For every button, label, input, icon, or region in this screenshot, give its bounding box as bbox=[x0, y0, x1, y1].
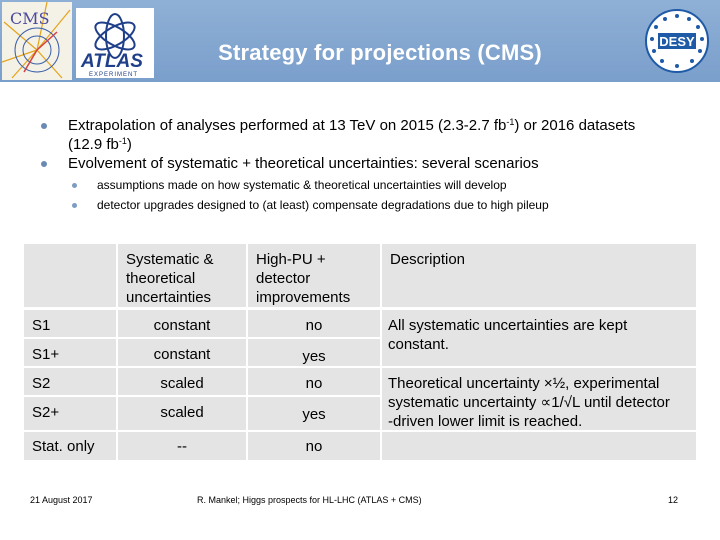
sub-bullet-text: assumptions made on how systematic & the… bbox=[97, 178, 507, 192]
table-cell-systematic: constant bbox=[118, 339, 246, 366]
bullet-icon bbox=[41, 123, 47, 129]
table-cell-description: Theoretical uncertainty ×½, experimental… bbox=[382, 368, 696, 430]
table-row-label: S2 bbox=[24, 368, 116, 395]
table-header-empty bbox=[24, 244, 116, 307]
footer-page-number: 12 bbox=[668, 495, 679, 505]
header-line: improvements bbox=[256, 289, 351, 306]
header-line: theoretical bbox=[126, 270, 196, 287]
table-header-description: Description bbox=[382, 244, 696, 307]
table-cell-systematic: scaled bbox=[118, 397, 246, 430]
bullet-item: Evolvement of systematic + theoretical u… bbox=[40, 154, 690, 173]
sub-bullet-icon bbox=[72, 203, 77, 208]
sub-bullet-item: detector upgrades designed to (at least)… bbox=[40, 195, 690, 215]
bullet-superscript: -1 bbox=[506, 117, 515, 127]
desy-logo-text: DESY bbox=[659, 34, 695, 49]
bullet-list: Extrapolation of analyses performed at 1… bbox=[40, 116, 690, 215]
table-row-label: Stat. only bbox=[24, 432, 116, 460]
cms-logo-text: CMS bbox=[10, 9, 50, 28]
table-cell-highpu: no bbox=[248, 310, 380, 337]
table-cell-systematic: -- bbox=[118, 432, 246, 460]
table-row-label: S1+ bbox=[24, 339, 116, 366]
sub-bullet-list: assumptions made on how systematic & the… bbox=[40, 175, 690, 215]
header-line: uncertainties bbox=[126, 289, 212, 306]
table-cell-highpu: yes bbox=[248, 397, 380, 430]
table-header-highpu: High-PU + detector improvements bbox=[248, 244, 380, 307]
bullet-text: Evolvement of systematic + theoretical u… bbox=[68, 155, 539, 172]
table-cell-description: All systematic uncertainties are kept co… bbox=[382, 310, 696, 366]
header-line: Systematic & bbox=[126, 251, 214, 268]
bullet-item: Extrapolation of analyses performed at 1… bbox=[40, 116, 690, 154]
description-line: systematic uncertainty ∝1/√L until detec… bbox=[388, 394, 670, 411]
atlas-logo-text: ATLAS bbox=[80, 51, 143, 72]
desy-logo: DESY bbox=[644, 8, 710, 74]
footer-date: 21 August 2017 bbox=[30, 495, 93, 505]
bullet-text-line2-post: ) bbox=[126, 136, 132, 153]
table-header-systematic: Systematic & theoretical uncertainties bbox=[118, 244, 246, 307]
slide-title: Strategy for projections (CMS) bbox=[218, 40, 542, 65]
table-cell-highpu: yes bbox=[248, 339, 380, 366]
bullet-text-line2-pre: (12.9 fb bbox=[68, 136, 119, 153]
header-line: Description bbox=[390, 251, 466, 268]
sub-bullet-icon bbox=[72, 183, 77, 188]
table-cell-highpu: no bbox=[248, 432, 380, 460]
atlas-logo-subtext: EXPERIMENT bbox=[89, 72, 138, 78]
bullet-icon bbox=[41, 161, 47, 167]
table-cell-highpu: no bbox=[248, 368, 380, 395]
bullet-superscript-2: -1 bbox=[118, 136, 127, 146]
description-line: -driven lower limit is reached. bbox=[388, 413, 583, 430]
footer-center: R. Mankel; Higgs prospects for HL-LHC (A… bbox=[197, 495, 422, 505]
header-bar: CMS ATLAS EXPERIMENT DESY bbox=[0, 0, 720, 82]
table-row-label: S2+ bbox=[24, 397, 116, 430]
header-line: detector bbox=[256, 270, 311, 287]
table-cell-systematic: scaled bbox=[118, 368, 246, 395]
sub-bullet-text: detector upgrades designed to (at least)… bbox=[97, 198, 549, 212]
cms-logo: CMS bbox=[2, 2, 72, 80]
header-line: High-PU + bbox=[256, 251, 326, 268]
description-line: Theoretical uncertainty ×½, experimental bbox=[388, 375, 660, 392]
table-cell-description-empty bbox=[382, 432, 696, 460]
table-cell-systematic: constant bbox=[118, 310, 246, 337]
bullet-text-post: ) or 2016 datasets bbox=[514, 117, 636, 134]
table-row-label: S1 bbox=[24, 310, 116, 337]
sub-bullet-item: assumptions made on how systematic & the… bbox=[40, 175, 690, 195]
bullet-text-pre: Extrapolation of analyses performed at 1… bbox=[68, 117, 507, 134]
atlas-logo: ATLAS EXPERIMENT bbox=[76, 8, 154, 78]
